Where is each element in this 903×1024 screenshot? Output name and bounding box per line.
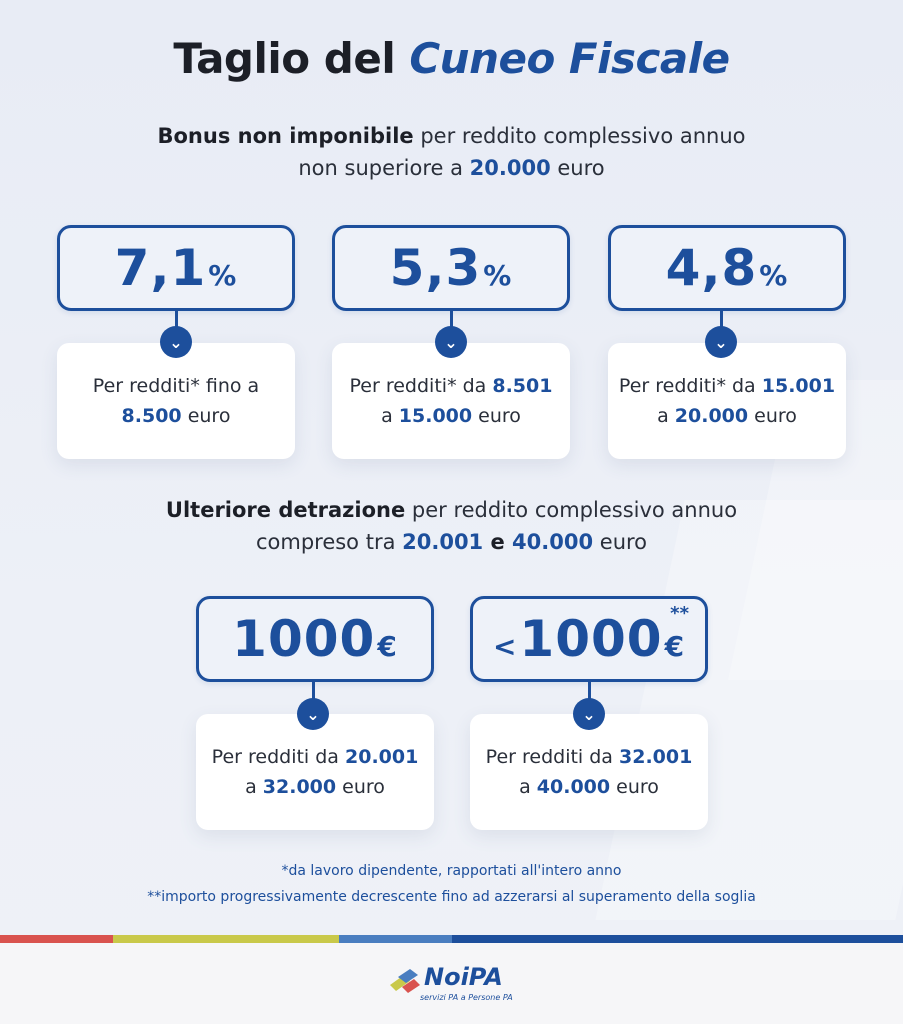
section2-upper-bound: 40.000: [512, 530, 594, 554]
card-number: 40.000: [536, 776, 611, 798]
amount-value-2: <1000€: [492, 610, 686, 668]
rate-value-2: 5,3%: [389, 239, 513, 297]
footnote-marker: **: [670, 603, 689, 624]
card-text: a: [381, 405, 399, 427]
section2-line2-pre: compreso tra: [255, 530, 403, 554]
section1-threshold: 20.000: [469, 156, 551, 180]
card-text: a: [245, 776, 263, 798]
stripe-olive: [113, 935, 339, 943]
section2-line2-mid: e: [483, 530, 513, 554]
chevron-down-icon: ⌄: [435, 326, 467, 358]
title-accent: Cuneo Fiscale: [409, 34, 730, 83]
card-text: a: [519, 776, 537, 798]
section2-lower-bound: 20.001: [402, 530, 484, 554]
card-number: 8.501: [492, 375, 553, 397]
amount-value-1: 1000€: [232, 610, 398, 668]
footnote-2: **importo progressivamente decrescente f…: [147, 889, 756, 905]
rate-value-3: 4,8%: [665, 239, 789, 297]
chevron-down-icon: ⌄: [160, 326, 192, 358]
card-text: Per redditi* fino a: [92, 375, 260, 397]
chevron-down-icon: ⌄: [573, 698, 605, 730]
section2-line2-post: euro: [593, 530, 648, 554]
rate-box-1: 7,1%: [57, 225, 295, 311]
amount-box-2: <1000€ **: [470, 596, 708, 682]
card-text: Per redditi da: [485, 746, 619, 768]
income-card-5: Per redditi da 32.001 a 40.000 euro: [470, 714, 708, 830]
card-text: euro: [336, 776, 385, 798]
footer: [0, 943, 903, 1024]
footnotes: *da lavoro dipendente, rapportati all'in…: [0, 858, 903, 910]
rate-value-1: 7,1%: [114, 239, 238, 297]
stripe-blue-light: [339, 935, 452, 943]
connector: [588, 682, 591, 712]
card-number: 20.000: [674, 405, 749, 427]
section1-line2-pre: non superiore a: [298, 156, 470, 180]
card-text: Per redditi* da: [618, 375, 762, 397]
footnote-1: *da lavoro dipendente, rapportati all'in…: [281, 863, 622, 879]
connector: [312, 682, 315, 712]
rate-box-2: 5,3%: [332, 225, 570, 311]
section1-line2-post: euro: [550, 156, 605, 180]
section1-heading: Bonus non imponibile per reddito comples…: [0, 120, 903, 184]
page-title: Taglio del Cuneo Fiscale: [0, 34, 903, 83]
income-card-4: Per redditi da 20.001 a 32.000 euro: [196, 714, 434, 830]
stripe-red: [0, 935, 113, 943]
card-number: 8.500: [121, 405, 182, 427]
section2-heading: Ulteriore detrazione per reddito comples…: [0, 494, 903, 558]
card-number: 15.001: [761, 375, 836, 397]
logo-mark-icon: [390, 969, 420, 993]
income-card-3: Per redditi* da 15.001 a 20.000 euro: [608, 343, 846, 459]
title-main: Taglio del: [173, 34, 396, 83]
amount-box-1: 1000€: [196, 596, 434, 682]
section1-bold-label: Bonus non imponibile: [157, 124, 414, 148]
chevron-down-icon: ⌄: [705, 326, 737, 358]
card-number: 15.000: [398, 405, 473, 427]
chevron-down-icon: ⌄: [297, 698, 329, 730]
section2-line1: per reddito complessivo annuo: [405, 498, 738, 522]
card-text: euro: [610, 776, 659, 798]
section1-line1: per reddito complessivo annuo: [413, 124, 746, 148]
section2-bold-label: Ulteriore detrazione: [165, 498, 406, 522]
stripe-blue-dark: [452, 935, 903, 943]
logo-tagline: servizi PA a Persone PA: [420, 993, 513, 1002]
card-text: euro: [181, 405, 231, 427]
card-number: 32.000: [262, 776, 337, 798]
income-card-1: Per redditi* fino a 8.500 euro: [57, 343, 295, 459]
card-text: a: [657, 405, 675, 427]
income-card-2: Per redditi* da 8.501 a 15.000 euro: [332, 343, 570, 459]
card-text: euro: [748, 405, 797, 427]
card-number: 32.001: [619, 746, 693, 768]
card-number: 20.001: [345, 746, 419, 768]
rate-box-3: 4,8%: [608, 225, 846, 311]
logo-name: NoiPA: [424, 963, 503, 991]
card-text: euro: [472, 405, 521, 427]
noipa-logo: NoiPA servizi PA a Persone PA: [388, 963, 528, 1009]
card-text: Per redditi* da: [349, 375, 493, 397]
card-text: Per redditi da: [211, 746, 345, 768]
